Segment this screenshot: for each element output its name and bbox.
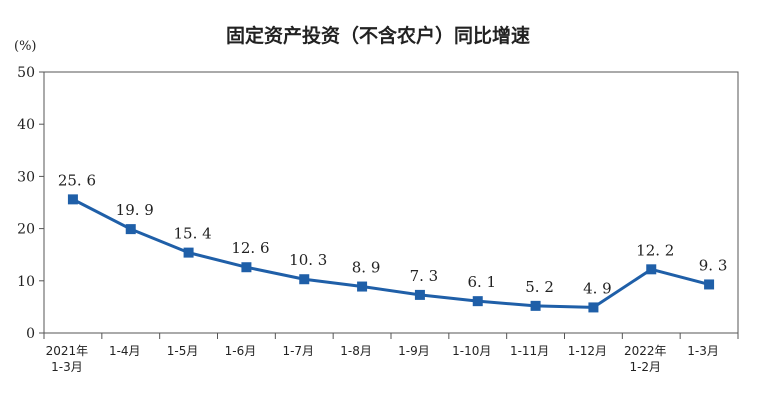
- data-label-1: 19. 9: [116, 201, 154, 219]
- chart-title: 固定资产投资（不含农户）同比增速: [226, 24, 530, 47]
- data-labels: 25. 6 19. 9 15. 4 12. 6 10. 3 8. 9 7. 3 6. 1 5. …: [58, 171, 728, 297]
- data-point-2: [183, 247, 194, 258]
- data-label-0: 25. 6: [58, 171, 96, 189]
- y-tick-label-0: 0: [26, 326, 35, 342]
- x-tick-label-8: 1-11月: [510, 344, 549, 358]
- x-tick-label-2: 1-5月: [167, 344, 199, 358]
- x-tick-label-6: 1-9月: [398, 344, 430, 358]
- y-tick-label-3: 30: [17, 169, 35, 185]
- x-tick-label-10-line-0: 2022年: [624, 344, 667, 358]
- x-tick-label-0-line-1: 1-3月: [51, 360, 83, 374]
- x-tick-labels: 2021年 1-3月 1-4月 1-5月 1-6月 1-7月 1-8月 1-9月 1-10月 1-…: [46, 344, 719, 374]
- x-tick-label-4: 1-7月: [282, 344, 314, 358]
- data-label-2: 15. 4: [173, 225, 211, 243]
- data-label-8: 5. 2: [525, 278, 554, 296]
- y-tick-label-1: 10: [17, 274, 35, 290]
- data-point-4: [299, 274, 310, 285]
- data-point-6: [414, 289, 425, 300]
- x-tick-label-7: 1-10月: [452, 344, 491, 358]
- x-tick-label-9: 1-12月: [568, 344, 607, 358]
- data-label-11: 9. 3: [699, 256, 728, 274]
- data-point-0: [67, 194, 78, 205]
- data-point-7: [472, 296, 483, 307]
- data-point-1: [125, 224, 136, 235]
- x-tick-label-3: 1-6月: [225, 344, 257, 358]
- series: [67, 194, 715, 313]
- data-point-5: [357, 281, 368, 292]
- x-tick-label-1: 1-4月: [109, 344, 141, 358]
- data-label-5: 8. 9: [352, 259, 381, 277]
- x-tick-label-10-line-1: 1-2月: [629, 360, 661, 374]
- series-line: [72, 198, 710, 309]
- data-label-9: 4. 9: [583, 279, 612, 297]
- data-point-3: [241, 262, 252, 273]
- y-tick-labels: 0 10 20 30 40 50: [17, 65, 35, 342]
- x-tick-label-11: 1-3月: [687, 344, 719, 358]
- data-point-11: [704, 279, 715, 290]
- y-tick-label-2: 20: [17, 222, 35, 238]
- data-label-6: 7. 3: [410, 267, 439, 285]
- x-tick-label-5: 1-8月: [340, 344, 372, 358]
- data-point-9: [588, 302, 599, 313]
- data-label-10: 12. 2: [636, 241, 674, 259]
- x-tick-label-0-line-0: 2021年: [46, 344, 89, 358]
- y-tick-label-4: 40: [17, 117, 35, 133]
- data-point-8: [530, 300, 541, 311]
- y-tick-label-5: 50: [17, 65, 35, 81]
- y-axis-unit: (%): [14, 39, 37, 54]
- data-label-7: 6. 1: [467, 273, 496, 291]
- data-label-4: 10. 3: [289, 251, 327, 269]
- data-point-10: [646, 264, 657, 275]
- axes: [39, 71, 739, 339]
- data-label-3: 12. 6: [231, 239, 269, 257]
